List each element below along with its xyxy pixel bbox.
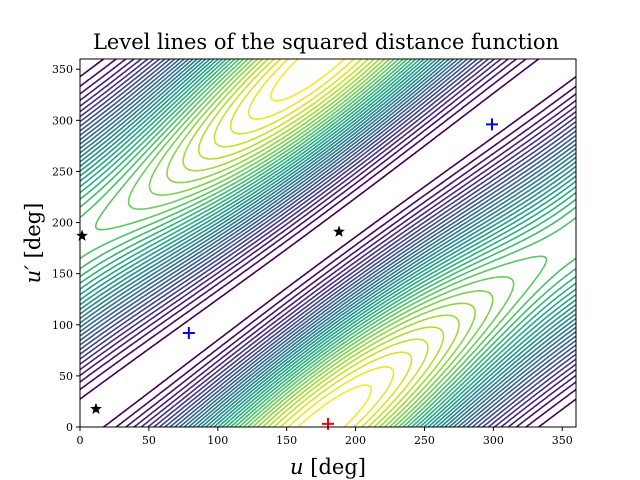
contour-level-15 xyxy=(80,59,576,427)
x-axis: 0 50 100 150 200 250 300 350 xyxy=(77,427,573,447)
contour-level-8 xyxy=(80,59,576,427)
contour-level-12 xyxy=(80,59,576,427)
x-tick-label: 200 xyxy=(345,434,366,447)
y-axis-label-unit: [deg] xyxy=(21,203,45,265)
y-tick-label: 350 xyxy=(52,63,73,76)
contour-level-6 xyxy=(80,59,576,427)
star-marker xyxy=(76,229,88,241)
y-tick-label: 100 xyxy=(52,319,73,332)
chart-title: Level lines of the squared distance func… xyxy=(93,30,559,54)
contour-level-2 xyxy=(80,59,576,427)
y-tick-label: 0 xyxy=(66,421,73,434)
contour-level-22 xyxy=(80,59,576,427)
y-tick-label: 300 xyxy=(52,114,73,127)
contour-level-33 xyxy=(213,59,429,427)
x-tick-label: 350 xyxy=(552,434,573,447)
markers xyxy=(76,118,498,430)
axes-frame xyxy=(79,58,577,428)
x-tick-label: 0 xyxy=(77,434,84,447)
contour-level-5 xyxy=(80,59,576,427)
plus-marker xyxy=(322,417,334,430)
star-marker xyxy=(90,402,102,415)
contour-level-13 xyxy=(80,59,576,427)
contour-level-11 xyxy=(80,59,576,427)
contour-level-35 xyxy=(247,59,395,427)
contour-level-21 xyxy=(80,59,576,427)
plot-area xyxy=(76,58,577,430)
star-marker xyxy=(333,225,345,237)
x-tick-label: 50 xyxy=(142,434,156,447)
y-tick-label: 250 xyxy=(52,165,73,178)
y-axis: 0 50 100 150 200 250 300 350 xyxy=(52,63,80,434)
x-axis-label-var: u xyxy=(290,455,304,479)
x-tick-label: 100 xyxy=(207,434,228,447)
contour-lines xyxy=(80,59,576,427)
plus-marker xyxy=(485,118,498,131)
y-tick-label: 150 xyxy=(52,268,73,281)
y-axis-label: u′ [deg] xyxy=(21,203,45,284)
y-tick-label: 50 xyxy=(59,370,73,383)
contour-level-14 xyxy=(80,59,576,427)
contour-level-29 xyxy=(148,59,494,427)
contour-level-31 xyxy=(182,59,460,427)
y-axis-label-var: u′ xyxy=(21,265,45,284)
contour-level-16 xyxy=(80,59,576,427)
contour-level-36 xyxy=(270,59,373,427)
contour-level-34 xyxy=(229,59,413,427)
plus-marker xyxy=(182,326,195,339)
y-tick-label: 200 xyxy=(52,217,73,230)
x-tick-label: 250 xyxy=(414,434,435,447)
contour-level-32 xyxy=(197,59,445,427)
x-axis-label-unit: [deg] xyxy=(304,455,366,479)
contour-level-3 xyxy=(80,59,576,427)
x-tick-label: 150 xyxy=(276,434,297,447)
x-axis-label: u [deg] xyxy=(290,455,366,479)
x-tick-label: 300 xyxy=(483,434,504,447)
